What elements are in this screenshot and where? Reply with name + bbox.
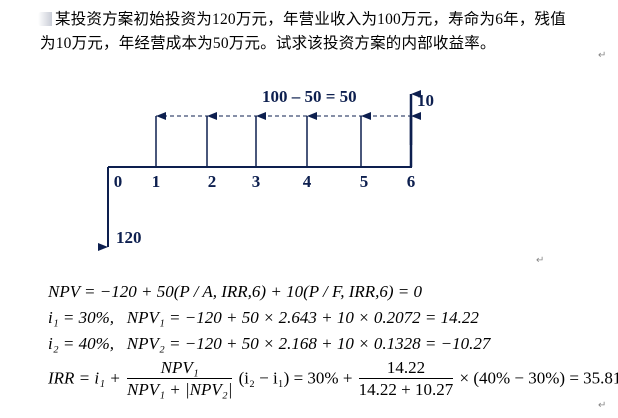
equation-npv2: i₂ = 40%, NPV₂ = −120 + 50 × 2.168 + 10 … <box>48 334 491 353</box>
equation-npv: NPV = −120 + 50(P / A, IRR,6) + 10(P / F… <box>48 282 423 301</box>
problem-line-2: 为10万元，年经营成本为50万元。试求该投资方案的内部收益率。 <box>40 35 496 52</box>
problem-line-1: 某投资方案初始投资为120万元，年营业收入为100万元，寿命为6年，残值 <box>55 11 566 28</box>
period-label: 0 <box>114 172 123 191</box>
period-label: 6 <box>407 172 416 191</box>
equation-npv1: i₁ = 30%, NPV₁ = −120 + 50 × 2.643 + 10 … <box>48 308 479 327</box>
period-label: 4 <box>303 172 312 191</box>
initial-investment-label: 120 <box>116 228 142 247</box>
cash-flow-diagram: 100 – 50 = 50 10 120 0 1 2 3 4 5 6 <box>98 87 434 251</box>
period-label: 2 <box>208 172 217 191</box>
paragraph-mark: ↵ <box>598 50 607 61</box>
equation-irr: IRR = i₁ + NPV₁ NPV₁ + |NPV₂| (i₂ − i₁) =… <box>48 358 618 399</box>
paragraph-mark: ↵ <box>536 255 545 266</box>
period-label: 5 <box>360 172 369 191</box>
paragraph-mark: ↵ <box>598 400 607 411</box>
salvage-label: 10 <box>417 91 434 110</box>
period-label: 1 <box>152 172 161 191</box>
net-cash-label: 100 – 50 = 50 <box>262 87 357 106</box>
period-label: 3 <box>252 172 261 191</box>
bullet-icon <box>38 12 52 26</box>
